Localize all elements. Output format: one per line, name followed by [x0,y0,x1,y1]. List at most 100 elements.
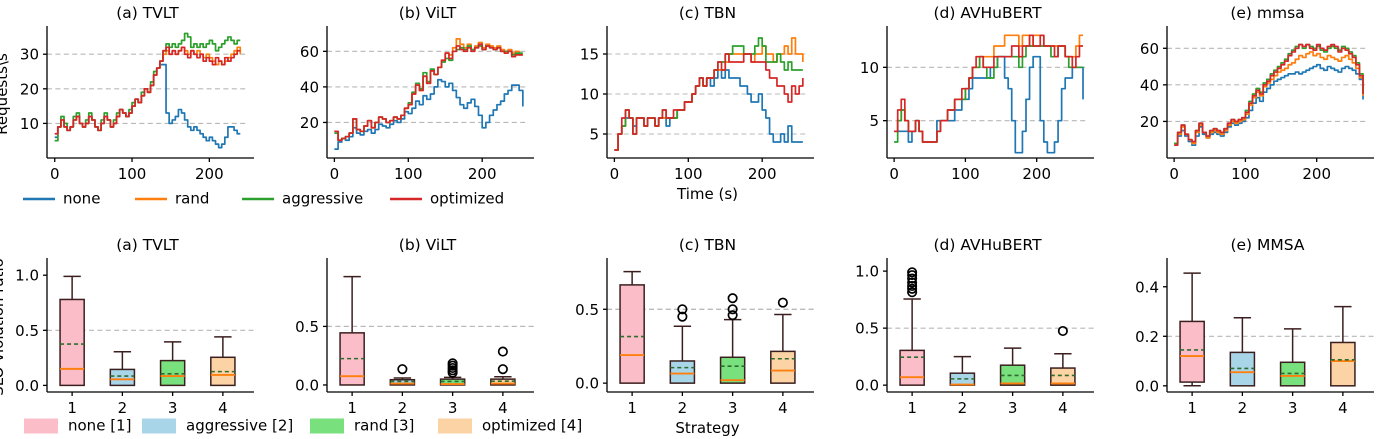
x-tick-label-2: 2 [1238,399,1248,417]
legend-swatch-aggressive [2] [142,418,176,434]
y-tick-label-0.0: 0.0 [1135,377,1159,395]
box-body [490,378,516,386]
y-tick-label-10: 10 [860,59,879,77]
series-line-rand [334,38,523,142]
box-body [1179,320,1205,383]
y-tick-label-20: 20 [1140,113,1159,131]
y-tick-label-5: 5 [869,112,879,130]
x-tick-label-0: 0 [1169,165,1179,183]
legend-label-aggressive [2]: aggressive [2] [186,417,293,435]
legend-swatch-none [1] [24,418,58,434]
panel-title-bot-b: (b) ViLT [399,236,457,254]
boxplot-box-2 [949,355,976,386]
boxplot-box-3 [719,293,746,384]
outlier-marker [497,364,508,375]
x-tick-label-3: 3 [728,399,738,417]
x-tick-label-0: 0 [889,165,899,183]
boxplot-box-3 [1279,328,1306,387]
series-line-none [614,69,803,151]
panel-top-a: (a) TVLT 10 20 30 0 100 200 [20,4,254,183]
panel-title-top-c: (c) TBN [679,4,736,22]
series-line-optimized [54,46,241,135]
panel-bot-c: (c) TBN 0.0 0.5 1 2 3 4 Strategy [575,236,814,437]
box-body [1050,367,1076,386]
outlier-marker [907,273,918,284]
series-line-none [334,78,524,150]
outlier-marker [447,358,458,369]
boxplot-box-2 [1229,316,1256,387]
outlier-marker [727,293,738,304]
y-tick-label-0.5: 0.5 [855,320,879,338]
outlier-marker [497,346,508,357]
legend-label-rand [3]: rand [3] [354,417,414,435]
y-tick-label-20: 20 [20,80,39,98]
box-body [719,356,746,384]
box-body [619,284,645,384]
boxplot-box-1 [339,275,365,386]
panel-bot-e: (e) MMSA 0.0 0.2 0.4 1 2 3 4 [1135,236,1374,417]
boxplot-box-1 [619,270,645,384]
x-tick-label-2: 2 [398,399,408,417]
y-tick-label-0.0: 0.0 [15,377,39,395]
box-body [669,360,696,384]
outlier-marker [907,267,918,278]
boxplot-box-2 [669,304,696,384]
boxplot-box-1 [59,275,85,387]
x-tick-label-1: 1 [347,399,357,417]
x-tick-label-200: 200 [748,165,777,183]
series-line-aggressive [894,45,1084,143]
x-tick-label-2: 2 [678,399,688,417]
y-tick-label-0.0: 0.0 [295,376,319,394]
y-tick-label-60: 60 [1140,40,1159,58]
x-tick-label-100: 100 [674,165,703,183]
x-tick-label-100: 100 [1231,165,1260,183]
box-body [109,368,136,387]
outlier-marker [907,280,918,291]
series-line-optimized [614,53,804,151]
legend-label-optimized: optimized [430,190,504,208]
y-tick-label-60: 60 [300,43,319,61]
series-line-none [54,63,241,149]
outlier-marker [727,310,738,321]
boxplot-box-3 [159,341,186,387]
x-tick-label-3: 3 [1008,399,1018,417]
legend-label-aggressive: aggressive [282,190,363,208]
boxplot-box-4 [770,297,796,384]
y-tick-label-1.0: 1.0 [855,263,879,281]
series-line-optimized [1174,43,1364,147]
legend-label-none: none [63,190,100,208]
panel-bot-d: (d) AVHuBERT 0.0 0.5 1.0 1 2 3 4 [855,236,1094,417]
outlier-marker [907,283,918,294]
x-tick-label-0: 0 [330,165,340,183]
x-tick-label-3: 3 [1288,399,1298,417]
outlier-marker [677,311,688,322]
legend-label-optimized [4]: optimized [4] [482,417,582,435]
y-axis-label-top-a: Requests\s [0,53,11,135]
x-tick-label-3: 3 [448,399,458,417]
top-legend: none rand aggressive optimized [23,190,504,208]
x-axis-label-bot-c: Strategy [675,419,739,437]
x-tick-label-100: 100 [951,165,980,183]
x-tick-label-200: 200 [468,165,497,183]
y-tick-label-0.0: 0.0 [855,377,879,395]
box-body [59,298,85,387]
x-tick-label-4: 4 [778,399,788,417]
boxplot-box-3 [439,358,466,386]
outlier-marker [677,304,688,315]
box-body [159,359,186,387]
x-tick-label-200: 200 [1302,165,1331,183]
outlier-marker [907,270,918,281]
x-tick-label-2: 2 [958,399,968,417]
panel-top-e: (e) mmsa 20 40 60 0 100 200 [1140,4,1374,183]
x-tick-label-2: 2 [118,399,128,417]
y-tick-label-0.2: 0.2 [1135,328,1159,346]
panel-title-top-d: (d) AVHuBERT [933,4,1042,22]
y-tick-label-30: 30 [20,46,39,64]
x-tick-label-3: 3 [168,399,178,417]
y-tick-label-0.5: 0.5 [15,322,39,340]
boxplot-box-4 [1330,305,1356,387]
x-tick-label-100: 100 [394,165,423,183]
x-tick-label-4: 4 [218,399,228,417]
